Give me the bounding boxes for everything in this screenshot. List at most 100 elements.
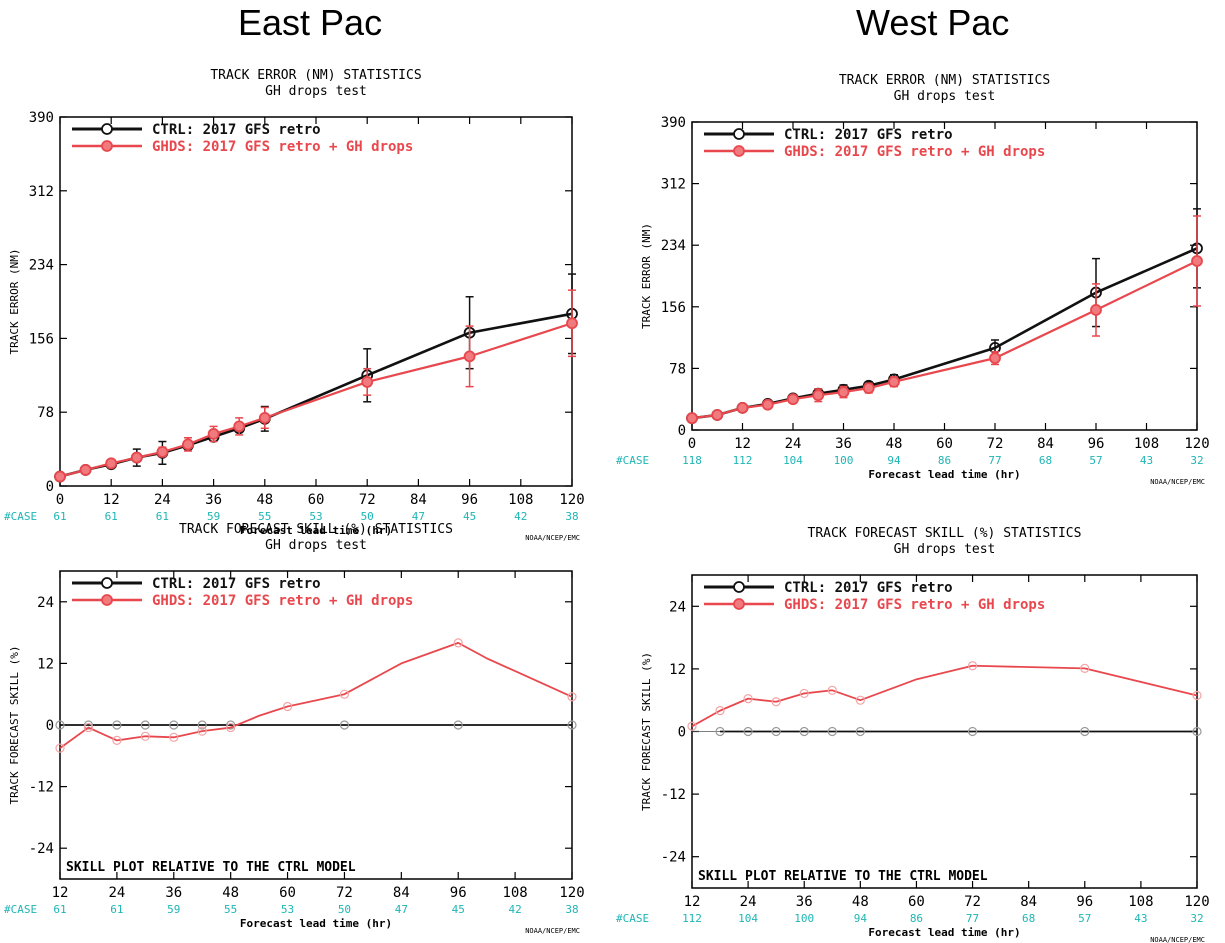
ghds-data-point	[812, 389, 825, 402]
ctrl-data-point	[453, 720, 463, 730]
ctrl-data-point	[771, 726, 781, 737]
x-tick-label: 48	[256, 492, 273, 508]
x-tick-label: 120	[1184, 436, 1209, 452]
legend-marker	[733, 145, 745, 157]
x-tick-label: 48	[852, 894, 869, 910]
case-label: #CASE	[4, 510, 37, 523]
case-count: 112	[682, 912, 702, 925]
case-count: 77	[966, 912, 979, 925]
case-count: 68	[1022, 912, 1035, 925]
x-tick-label: 24	[785, 436, 802, 452]
skill-annotation: SKILL PLOT RELATIVE TO THE CTRL MODEL	[66, 860, 356, 875]
x-tick-label: 60	[936, 436, 953, 452]
y-tick-label: 12	[669, 662, 686, 678]
ghds-data-point	[258, 411, 271, 424]
case-count: 32	[1190, 912, 1203, 925]
credit-label: NOAA/NCEP/EMC	[525, 927, 580, 935]
x-tick-label: 60	[908, 894, 925, 910]
x-tick-label: 84	[1020, 894, 1037, 910]
case-count: 47	[412, 510, 425, 523]
case-count: 100	[834, 454, 854, 467]
x-tick-label: 36	[835, 436, 852, 452]
case-count: 57	[1089, 454, 1102, 467]
ghds-data-point	[105, 457, 118, 470]
ghds-data-point	[711, 409, 724, 421]
ghds-data-point	[226, 722, 236, 733]
ghds-data-point	[55, 743, 65, 753]
ghds-data-point	[207, 428, 220, 440]
case-count: 61	[105, 510, 118, 523]
ghds-data-point	[54, 470, 66, 483]
legend-ctrl-label: CTRL: 2017 GFS retro	[784, 127, 953, 143]
case-count: 38	[565, 510, 578, 523]
case-count: 45	[452, 903, 465, 916]
y-tick-label: 78	[37, 405, 54, 421]
x-tick-label: 24	[154, 492, 171, 508]
chart-subtitle: GH drops test	[894, 89, 996, 104]
ghds-data-point	[83, 722, 94, 733]
y-tick-label: 0	[46, 479, 54, 495]
x-tick-label: 48	[886, 436, 903, 452]
ctrl-series-line	[691, 247, 1198, 420]
chart-title: TRACK ERROR (NM) STATISTICS	[210, 68, 421, 83]
ghds-data-point	[787, 393, 799, 406]
x-tick-label: 72	[964, 894, 981, 910]
case-count: 61	[53, 510, 66, 523]
legend-ghds-label: GHDS: 2017 GFS retro + GH drops	[152, 593, 413, 609]
ghds-data-point	[715, 706, 725, 716]
ghds-data-point	[771, 697, 781, 707]
legend-ctrl-label: CTRL: 2017 GFS retro	[784, 580, 953, 596]
legend-marker	[101, 123, 113, 135]
case-count: 50	[361, 510, 374, 523]
case-count: 86	[938, 454, 951, 467]
chart-title: TRACK FORECAST SKILL (%) STATISTICS	[808, 526, 1082, 541]
case-count: 68	[1039, 454, 1052, 467]
case-count: 104	[738, 912, 758, 925]
case-count: 94	[854, 912, 868, 925]
ctrl-data-point	[855, 726, 865, 737]
ghds-series-line	[691, 664, 1198, 728]
x-tick-label: 84	[393, 885, 410, 901]
case-count: 94	[887, 454, 901, 467]
y-tick-label: 0	[678, 423, 686, 439]
chart-title: TRACK FORECAST SKILL (%) STATISTICS	[179, 522, 453, 537]
ghds-data-point	[855, 695, 865, 705]
ctrl-data-point	[339, 720, 350, 730]
y-tick-label: 234	[29, 258, 54, 274]
ctrl-data-point	[799, 726, 809, 737]
case-label: #CASE	[4, 903, 37, 916]
case-count: 32	[1190, 454, 1203, 467]
case-count: 118	[682, 454, 702, 467]
ctrl-data-point	[169, 720, 179, 730]
x-tick-label: 24	[740, 894, 757, 910]
ctrl-data-point	[827, 726, 837, 737]
x-tick-label: 12	[684, 894, 701, 910]
chart-subtitle: GH drops test	[265, 84, 367, 99]
y-axis-label: TRACK FORECAST SKILL (%)	[8, 646, 21, 805]
ctrl-data-point	[567, 720, 577, 730]
plot-frame	[691, 121, 1198, 431]
ghds-data-point	[233, 420, 246, 433]
region-title-east-pac: East Pac	[238, 2, 383, 43]
ctrl-data-point	[197, 720, 207, 730]
x-tick-label: 96	[450, 885, 467, 901]
case-count: 43	[1140, 454, 1153, 467]
ghds-data-point	[567, 692, 577, 702]
x-tick-label: 96	[461, 492, 478, 508]
ghds-data-point	[169, 732, 179, 742]
x-tick-label: 48	[222, 885, 239, 901]
case-count: 55	[224, 903, 237, 916]
y-tick-label: 390	[661, 115, 686, 131]
y-tick-label: 0	[678, 725, 686, 741]
legend-ctrl-label: CTRL: 2017 GFS retro	[152, 122, 321, 138]
x-tick-label: 24	[108, 885, 125, 901]
x-tick-label: 36	[205, 492, 222, 508]
case-count: 53	[309, 510, 322, 523]
legend-marker	[101, 577, 113, 589]
ghds-data-point	[862, 382, 875, 395]
x-tick-label: 84	[410, 492, 427, 508]
ghds-data-point	[339, 689, 350, 699]
x-tick-label: 96	[1088, 436, 1105, 452]
x-tick-label: 12	[52, 885, 69, 901]
